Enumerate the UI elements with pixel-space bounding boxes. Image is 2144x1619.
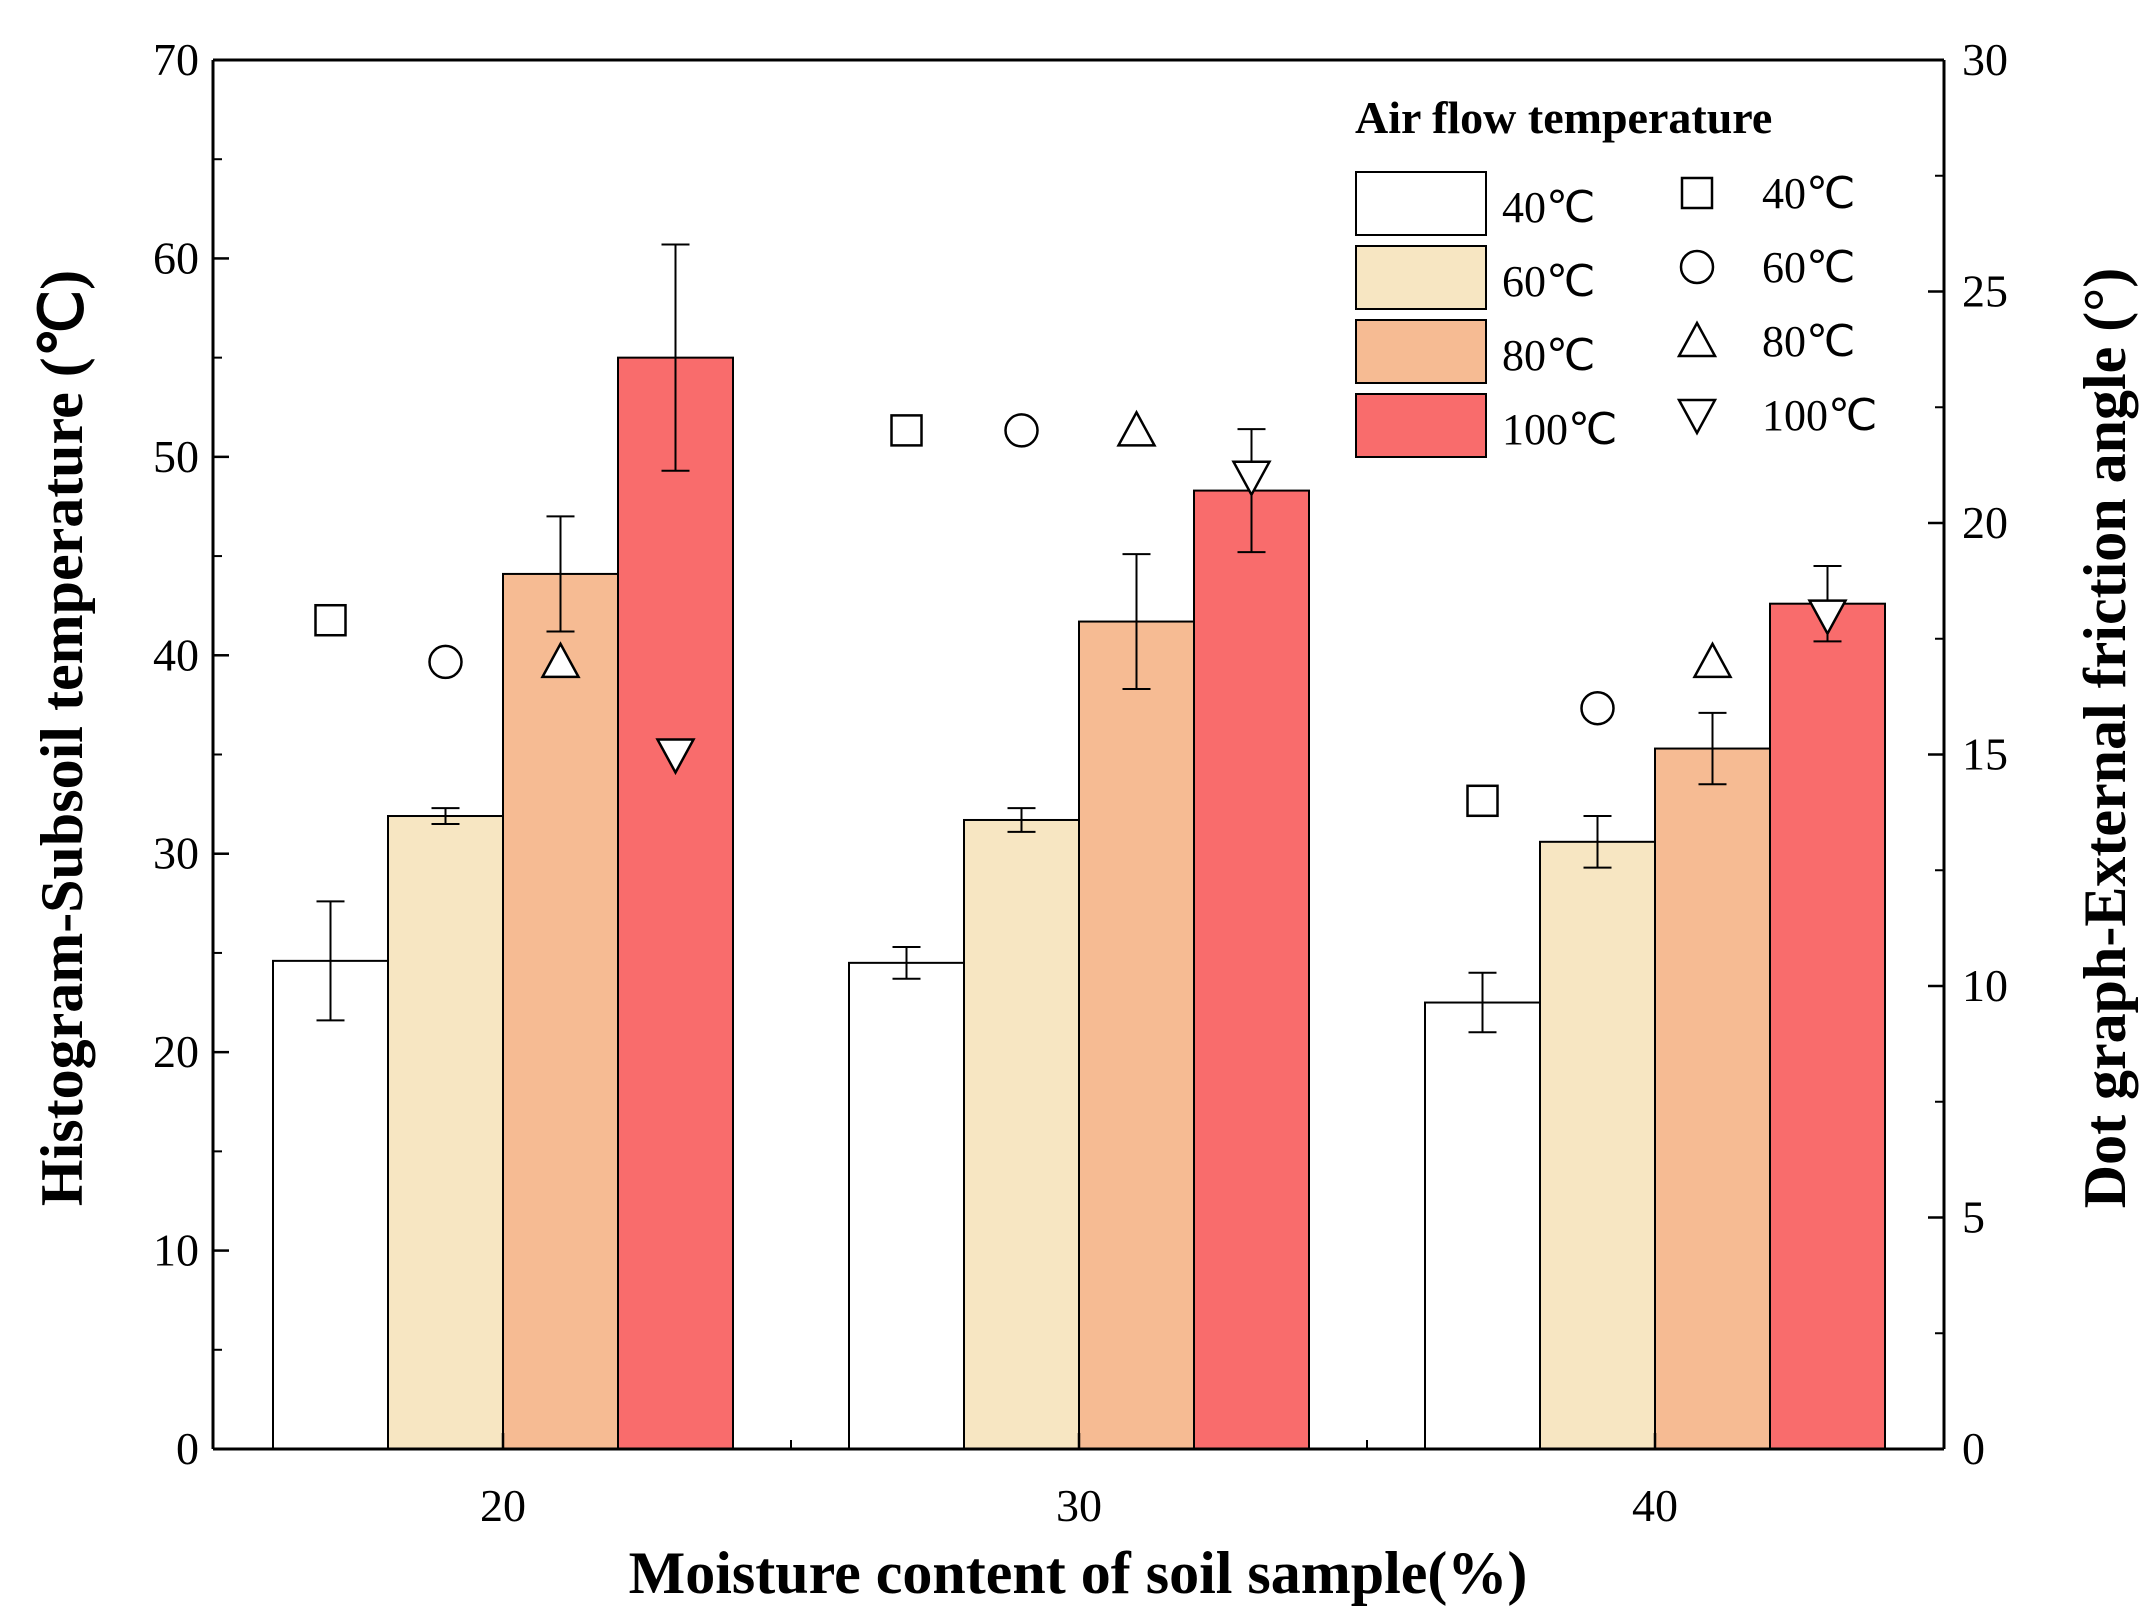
legend-swatch: [1355, 171, 1487, 236]
y2-axis-title: Dot graph-External friction angle (°): [2072, 268, 2138, 1209]
legend-label: 80℃: [1762, 317, 1855, 366]
legend-title: Air flow temperature: [1355, 92, 1772, 143]
bar: [1769, 602, 1886, 1450]
legend-label: 80℃: [1502, 331, 1595, 380]
y-tick-label: 70: [153, 34, 199, 85]
y2-tick-label: 30: [1962, 34, 2008, 85]
legend: Air flow temperature 40℃ 60℃ 80℃ 100℃ 40℃ 60℃…: [1355, 92, 1877, 458]
dot-point: [1692, 641, 1733, 679]
bar: [963, 818, 1080, 1450]
x-axis-title: Moisture content of soil sample(%): [629, 1540, 1528, 1606]
y-tick-label: 60: [153, 232, 199, 283]
y-tick-label: 20: [153, 1026, 199, 1077]
legend-marker: [1676, 320, 1718, 358]
error-bar: [1122, 553, 1151, 691]
dot-point: [890, 414, 923, 447]
y-tick-label: 0: [176, 1423, 199, 1474]
legend-swatch: [1355, 393, 1487, 458]
y-tick-label: 40: [153, 629, 199, 680]
x-tick-label: 30: [1056, 1480, 1102, 1531]
bar: [1654, 747, 1771, 1450]
dot-point: [540, 641, 581, 679]
bar: [1424, 1001, 1541, 1450]
y-axis-title: Histogram-Subsoil temperature (℃): [29, 270, 95, 1206]
bar: [1193, 489, 1310, 1450]
error-bar: [1468, 971, 1497, 1034]
dots-layer: [314, 409, 1848, 818]
dot-point: [1580, 690, 1615, 726]
legend-label: 100℃: [1762, 391, 1877, 440]
error-bar: [1583, 815, 1612, 869]
error-bar: [1698, 711, 1727, 786]
error-bar: [1007, 807, 1036, 833]
legend-label: 40℃: [1762, 169, 1855, 218]
y-tick-label: 30: [153, 828, 199, 879]
error-bar: [892, 945, 921, 980]
error-bar: [316, 900, 345, 1022]
bar: [502, 572, 619, 1450]
dot-point: [1004, 413, 1039, 448]
legend-marker: [1676, 398, 1718, 436]
legend-marker: [1680, 176, 1714, 210]
y2-tick-label: 20: [1962, 497, 2008, 548]
bar: [848, 961, 965, 1450]
dot-point: [1231, 460, 1272, 498]
bar: [1078, 620, 1195, 1450]
ticks-layer: 0 10 20 30 40 50 60 70 0 5 10 15 20 25 30 20 30 40: [153, 34, 2008, 1531]
y2-tick-label: 10: [1962, 960, 2008, 1011]
dot-point: [1466, 784, 1499, 818]
x-tick-label: 40: [1632, 1480, 1678, 1531]
dot-point: [1116, 409, 1157, 447]
bar: [1539, 840, 1656, 1450]
y2-tick-label: 5: [1962, 1192, 1985, 1243]
bar: [272, 959, 389, 1450]
legend-swatch: [1355, 319, 1487, 384]
error-bar: [431, 807, 460, 825]
y2-tick-label: 0: [1962, 1423, 1985, 1474]
y-tick-label: 10: [153, 1225, 199, 1276]
dot-point: [1807, 599, 1848, 637]
legend-label: 40℃: [1502, 183, 1595, 232]
bar: [387, 815, 504, 1450]
x-tick-label: 20: [480, 1480, 526, 1531]
dot-point: [314, 603, 347, 637]
dot-point: [655, 738, 696, 776]
legend-label: 60℃: [1762, 243, 1855, 292]
bar: [617, 356, 734, 1451]
legend-swatch: [1355, 245, 1487, 310]
error-bar: [546, 515, 575, 633]
bars-layer: [272, 356, 1886, 1451]
legend-label: 60℃: [1502, 257, 1595, 306]
y-tick-label: 50: [153, 431, 199, 482]
legend-label: 100℃: [1502, 405, 1617, 454]
error-bar: [661, 243, 690, 472]
dot-point: [428, 644, 463, 680]
legend-marker: [1679, 249, 1715, 285]
y2-tick-label: 15: [1962, 729, 2008, 780]
y2-tick-label: 25: [1962, 266, 2008, 317]
